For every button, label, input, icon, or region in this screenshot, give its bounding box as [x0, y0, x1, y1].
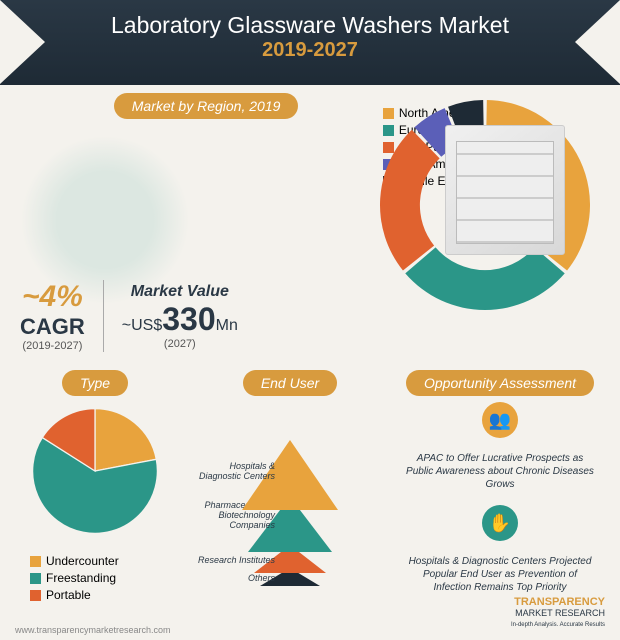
cagr-label: CAGR: [20, 314, 85, 340]
mv-suffix: Mn: [216, 317, 238, 334]
enduser-label-text: Hospitals & Diagnostic Centers: [185, 461, 275, 481]
type-label: Type: [62, 370, 128, 396]
legend-item: Freestanding: [30, 571, 190, 585]
type-column: Type Undercounter Freestanding Portable: [0, 370, 190, 608]
enduser-label-text: Research Institutes: [185, 555, 275, 565]
enduser-label: End User: [243, 370, 337, 396]
brand-logo: TRANSPARENCY MARKET RESEARCH In-depth An…: [511, 596, 605, 628]
region-label: Market by Region, 2019: [114, 93, 299, 119]
market-value-title: Market Value: [122, 283, 238, 301]
opportunity-text: Hospitals & Diagnostic Centers Projected…: [403, 555, 597, 594]
donut-slice: [405, 247, 564, 310]
washer-illustration: [445, 125, 565, 255]
type-pie-chart: [30, 406, 160, 536]
enduser-label-text: Others: [185, 573, 275, 583]
legend-item: Portable: [30, 588, 190, 602]
donut-slice: [380, 130, 440, 271]
opportunity-label: Opportunity Assessment: [406, 370, 594, 396]
brand-name: TRANSPARENCY: [514, 596, 605, 608]
legend-text: Undercounter: [46, 554, 119, 568]
footer-url: www.transparencymarketresearch.com: [15, 625, 171, 635]
opportunity-column: Opportunity Assessment 👥 APAC to Offer Lu…: [390, 370, 610, 608]
cagr-value: ~4%: [20, 280, 85, 314]
header-years: 2019-2027: [0, 39, 620, 62]
mv-amount: 330: [162, 301, 215, 337]
mv-prefix: ~US$: [122, 317, 162, 334]
legend-text: Freestanding: [46, 571, 116, 585]
stats-row: ~4% CAGR (2019-2027) Market Value ~US$33…: [20, 280, 238, 352]
type-legend: Undercounter Freestanding Portable: [30, 554, 190, 602]
bottom-row: Type Undercounter Freestanding Portable En…: [0, 370, 620, 608]
opportunity-icon: 👥: [482, 402, 518, 438]
brand-tagline: In-depth Analysis. Accurate Results: [511, 622, 605, 628]
enduser-column: End User OthersResearch InstitutesPharma…: [190, 370, 390, 608]
market-value-amount: ~US$330Mn: [122, 301, 238, 338]
brand-name2: MARKET RESEARCH: [515, 608, 605, 618]
opportunity-text: APAC to Offer Lucrative Prospects as Pub…: [403, 452, 597, 491]
legend-swatch: [30, 573, 41, 584]
market-value-box: Market Value ~US$330Mn (2027): [104, 283, 238, 350]
header-banner: Laboratory Glassware Washers Market 2019…: [0, 0, 620, 85]
legend-swatch: [30, 556, 41, 567]
legend-item: Undercounter: [30, 554, 190, 568]
legend-text: Portable: [46, 588, 91, 602]
opportunity-list: 👥 APAC to Offer Lucrative Prospects as Pu…: [398, 402, 602, 594]
cagr-box: ~4% CAGR (2019-2027): [20, 280, 104, 352]
market-value-year: (2027): [122, 338, 238, 350]
enduser-arrow-chart: OthersResearch InstitutesPharmaceutical …: [190, 406, 390, 586]
cagr-years: (2019-2027): [20, 340, 85, 352]
legend-swatch: [30, 590, 41, 601]
opportunity-icon: ✋: [482, 505, 518, 541]
page-title: Laboratory Glassware Washers Market: [0, 12, 620, 39]
